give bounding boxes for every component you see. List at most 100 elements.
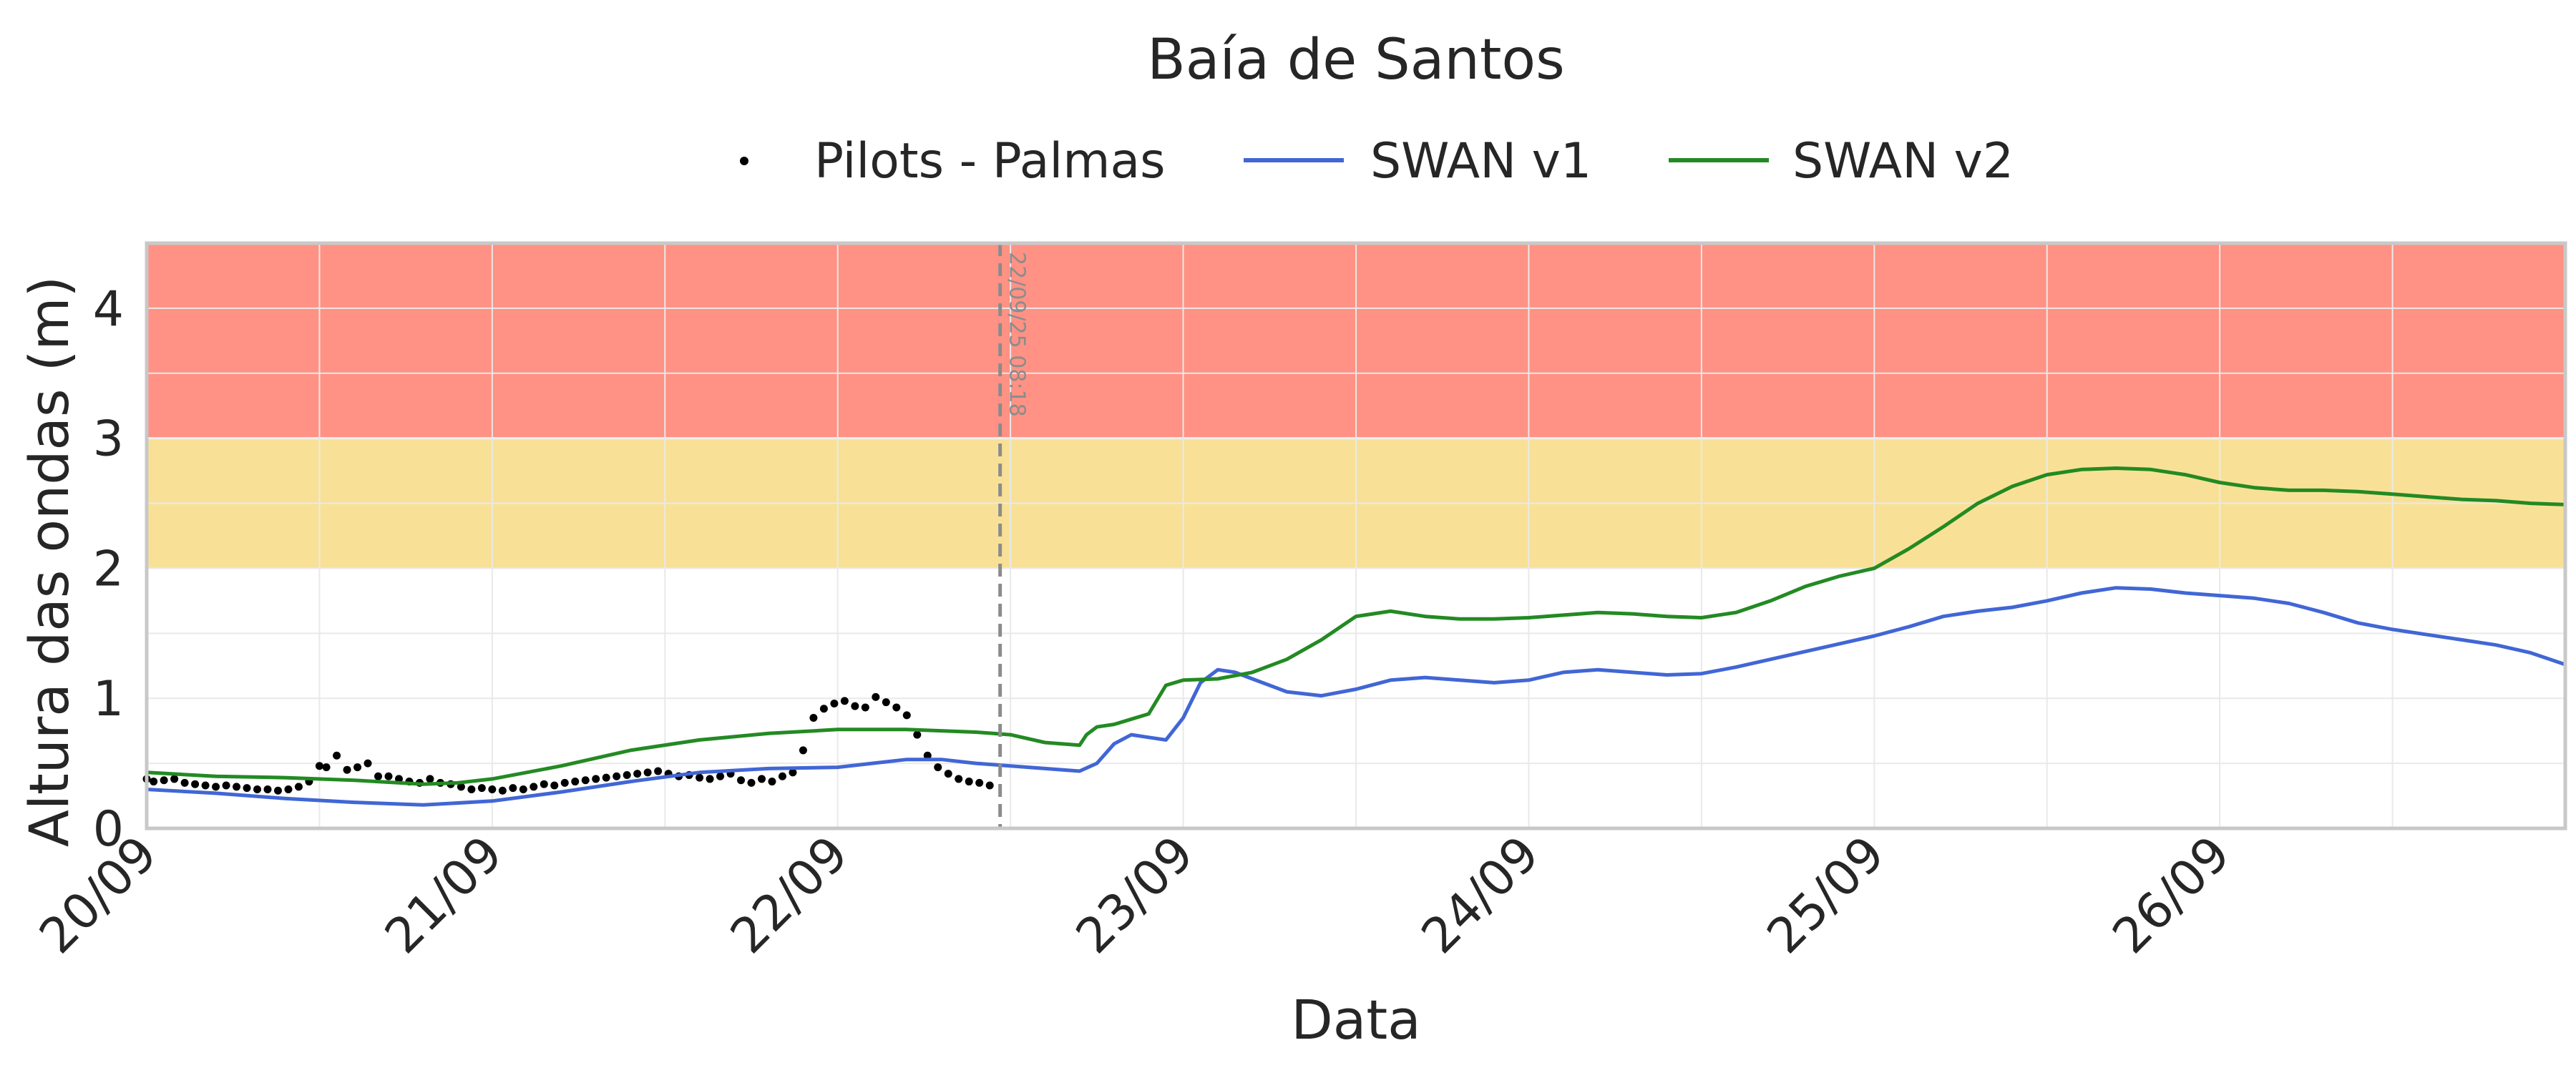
x-tick-label: 23/09	[1065, 825, 1204, 964]
series-line-2	[145, 466, 2567, 786]
x-tick-label: 21/09	[374, 825, 513, 964]
legend: Pilots - Palmas SWAN v1 SWAN v2	[740, 133, 2014, 190]
observation-point	[892, 703, 901, 712]
observation-point	[233, 783, 241, 791]
observation-point	[353, 763, 362, 772]
observation-point	[333, 751, 341, 760]
observation-point	[180, 778, 189, 787]
series-layer	[142, 466, 2567, 807]
observation-point	[819, 705, 828, 713]
observation-point	[778, 772, 786, 780]
observation-point	[592, 775, 600, 783]
observation-point	[985, 781, 994, 790]
y-tick-label: 1	[93, 671, 124, 727]
observation-point	[768, 778, 776, 786]
observation-point	[426, 775, 434, 783]
observation-point	[571, 778, 580, 786]
observation-point	[581, 776, 590, 785]
observation-point	[944, 770, 952, 778]
observation-point	[540, 780, 548, 788]
y-tick-label: 4	[93, 281, 124, 338]
observation-point	[830, 699, 839, 707]
observation-point	[799, 746, 807, 755]
observation-point	[384, 772, 393, 780]
observation-point	[263, 785, 272, 793]
x-tick-label: 22/09	[720, 825, 859, 964]
observation-point	[613, 772, 621, 780]
observation-point	[560, 778, 569, 787]
observation-point	[789, 768, 797, 777]
observation-point	[530, 783, 538, 791]
observation-point	[706, 775, 714, 783]
observation-point	[294, 783, 303, 791]
observation-point	[851, 702, 859, 710]
observation-point	[550, 781, 559, 790]
x-axis-label: Data	[1291, 988, 1420, 1052]
observation-point	[696, 773, 704, 782]
observation-point	[191, 780, 200, 788]
observation-point	[965, 778, 973, 786]
observation-point	[633, 770, 642, 778]
observation-point	[643, 768, 652, 777]
observation-point	[343, 765, 351, 774]
observation-point	[737, 776, 746, 785]
now-marker-label: 22/09/25 08:18	[1005, 252, 1030, 417]
series-observations	[142, 692, 994, 795]
observation-point	[160, 776, 168, 785]
legend-label-swan-v1: SWAN v1	[1370, 133, 1591, 190]
observation-point	[457, 783, 465, 791]
observation-point	[488, 785, 497, 793]
chart-title: Baía de Santos	[1147, 28, 1565, 92]
legend-label-swan-v2: SWAN v2	[1792, 133, 2014, 190]
grid-lines	[147, 243, 2565, 828]
observation-point	[467, 785, 476, 793]
observation-point	[498, 786, 507, 795]
x-tick-label: 24/09	[1411, 825, 1550, 964]
now-marker-layer: 22/09/25 08:18	[998, 243, 1030, 828]
observation-point	[374, 772, 383, 780]
observation-point	[243, 784, 251, 793]
plot-area-frame	[145, 241, 2567, 831]
observation-point	[519, 785, 527, 793]
observation-point	[364, 759, 372, 768]
observation-point	[913, 730, 922, 739]
observation-point	[201, 781, 210, 790]
observation-point	[923, 751, 932, 760]
legend-marker-observations	[740, 157, 748, 165]
observation-point	[809, 713, 818, 722]
observation-point	[150, 778, 158, 786]
observation-point	[509, 784, 517, 793]
observation-point	[872, 692, 880, 701]
observation-point	[747, 778, 756, 787]
observation-point	[955, 775, 963, 783]
observation-point	[975, 778, 984, 787]
y-axis-label: Altura das ondas (m)	[17, 276, 81, 847]
observation-point	[654, 767, 663, 775]
observation-point	[840, 697, 849, 705]
observation-point	[170, 775, 179, 783]
observation-point	[322, 763, 331, 772]
observation-point	[222, 781, 230, 790]
observation-point	[623, 770, 631, 779]
y-tick-label: 0	[93, 801, 124, 858]
series-line-1	[145, 586, 2567, 807]
observation-point	[273, 786, 282, 795]
observation-point	[861, 703, 869, 712]
observation-point	[757, 775, 766, 783]
y-tick-label: 3	[93, 411, 124, 468]
observation-point	[315, 762, 323, 770]
x-tick-label: 25/09	[1757, 825, 1896, 964]
observation-point	[477, 784, 486, 793]
observation-point	[253, 785, 262, 793]
x-tick-label: 26/09	[2102, 825, 2241, 964]
observation-point	[934, 763, 942, 772]
observation-point	[212, 783, 220, 791]
observation-point	[902, 711, 911, 720]
observation-point	[602, 773, 610, 782]
observation-point	[716, 772, 725, 780]
observation-point	[882, 698, 890, 707]
y-tick-label: 2	[93, 541, 124, 597]
observation-point	[284, 785, 293, 793]
